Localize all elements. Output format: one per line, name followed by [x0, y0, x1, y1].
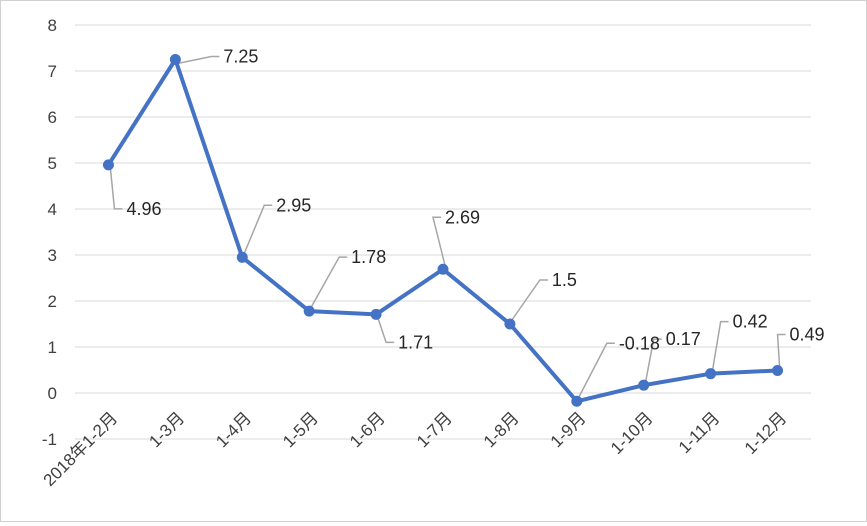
x-tick-label: 1-6月 — [346, 408, 389, 451]
data-point-9 — [705, 368, 717, 380]
leader-lines — [109, 55, 786, 398]
data-point-5 — [437, 263, 449, 275]
data-label-8: 0.17 — [666, 329, 701, 349]
leader-line-0 — [109, 168, 123, 210]
data-point-7 — [571, 395, 583, 407]
x-tick-label: 2018年1-2月 — [40, 408, 122, 490]
leader-line-1 — [177, 55, 220, 65]
data-point-2 — [236, 251, 248, 263]
y-tick-label: 2 — [48, 292, 57, 311]
y-tick-label: 3 — [48, 246, 57, 265]
y-tick-label: -1 — [42, 430, 57, 449]
x-tick-label: 1-7月 — [413, 408, 456, 451]
leader-line-4 — [377, 318, 395, 344]
leader-line-9 — [711, 320, 729, 370]
data-point-0 — [102, 159, 114, 171]
y-axis: -1 0 1 2 3 4 5 6 7 8 — [42, 16, 57, 449]
leader-line-7 — [578, 342, 615, 398]
data-point-4 — [370, 308, 382, 320]
x-axis: 2018年1-2月 1-3月 1-4月 1-5月 1-6月 1-7月 1-8月 1-9月 1-1… — [40, 408, 791, 490]
leader-line-8 — [644, 338, 662, 382]
data-label-9: 0.42 — [733, 312, 768, 332]
series-points — [102, 54, 784, 407]
leader-line-3 — [310, 256, 348, 308]
series-line — [106, 57, 780, 404]
data-label-7: -0.18 — [619, 333, 660, 353]
x-tick-label: 1-12月 — [741, 408, 791, 458]
y-tick-label: 5 — [48, 154, 57, 173]
data-labels: 4.96 7.25 2.95 1.78 1.71 2.69 1.5 -0.18 0.17 0.42… — [126, 47, 824, 354]
data-point-8 — [638, 379, 650, 391]
x-tick-label: 1-9月 — [547, 408, 590, 451]
data-label-4: 1.71 — [398, 332, 433, 352]
data-label-6: 1.5 — [552, 270, 577, 290]
data-label-3: 1.78 — [351, 247, 386, 267]
leader-line-2 — [243, 204, 273, 254]
data-label-2: 2.95 — [276, 195, 311, 215]
x-tick-label: 1-11月 — [675, 408, 724, 457]
y-tick-label: 1 — [48, 338, 57, 357]
y-tick-label: 4 — [48, 200, 57, 219]
series-polyline — [106, 57, 780, 404]
x-tick-label: 1-8月 — [480, 408, 523, 451]
data-label-1: 7.25 — [223, 47, 258, 67]
x-tick-label: 1-10月 — [607, 408, 657, 458]
data-point-10 — [772, 364, 784, 376]
data-point-3 — [303, 305, 315, 317]
leader-line-5 — [432, 216, 446, 266]
data-point-1 — [169, 54, 181, 65]
data-label-10: 0.49 — [790, 324, 825, 344]
x-tick-label: 1-4月 — [212, 408, 255, 451]
data-point-6 — [504, 318, 516, 330]
y-tick-label: 6 — [48, 108, 57, 127]
x-tick-label: 1-3月 — [145, 408, 188, 451]
leader-line-6 — [511, 279, 548, 321]
leader-line-10 — [776, 333, 786, 367]
data-label-5: 2.69 — [445, 207, 480, 227]
data-label-0: 4.96 — [126, 199, 161, 219]
x-tick-label: 1-5月 — [279, 408, 322, 451]
y-tick-label: 8 — [48, 16, 57, 35]
y-tick-label: 0 — [48, 384, 57, 403]
y-tick-label: 7 — [48, 62, 57, 81]
